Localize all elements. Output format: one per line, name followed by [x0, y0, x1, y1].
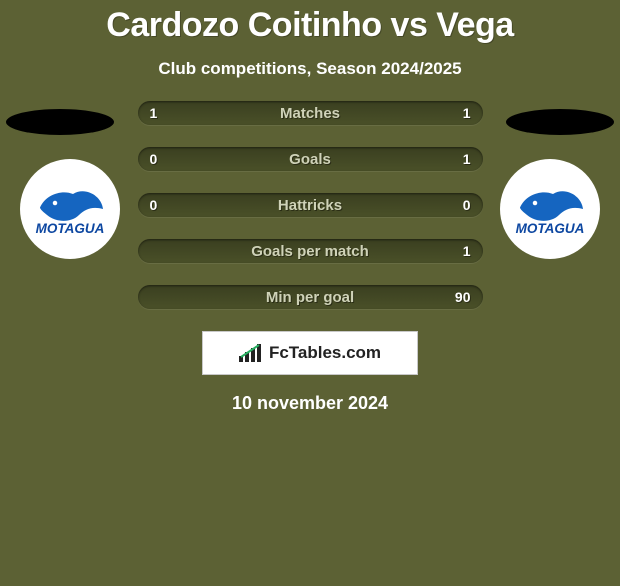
badge-text-right: MOTAGUA — [516, 221, 585, 236]
page-title: Cardozo Coitinho vs Vega — [0, 6, 620, 45]
badge-text-left: MOTAGUA — [36, 221, 105, 236]
stats-bars: 1 Matches 1 0 Goals 1 0 Hattricks 0 Goal… — [138, 101, 483, 309]
eagle-icon: MOTAGUA — [512, 179, 588, 239]
infographic-date: 10 november 2024 — [0, 393, 620, 414]
stat-right-value: 0 — [463, 197, 471, 213]
team-badge-right: MOTAGUA — [500, 159, 600, 259]
stat-left-value: 1 — [150, 105, 158, 121]
stat-label: Goals — [289, 151, 331, 168]
stat-left-value: 0 — [150, 151, 158, 167]
stat-label: Matches — [280, 105, 340, 122]
brand-box[interactable]: FcTables.com — [202, 331, 418, 375]
eagle-icon: MOTAGUA — [32, 179, 108, 239]
brand-text: FcTables.com — [269, 343, 381, 363]
stat-label: Hattricks — [278, 197, 342, 214]
stat-right-value: 90 — [455, 289, 471, 305]
stat-right-value: 1 — [463, 243, 471, 259]
stat-left-value: 0 — [150, 197, 158, 213]
stat-label: Min per goal — [266, 289, 354, 306]
subtitle: Club competitions, Season 2024/2025 — [0, 59, 620, 79]
stat-row: 1 Matches 1 — [138, 101, 483, 125]
shadow-ellipse-right — [506, 109, 614, 135]
stat-right-value: 1 — [463, 105, 471, 121]
comparison-stage: MOTAGUA MOTAGUA 1 Matches 1 0 Goals 1 0 … — [0, 101, 620, 414]
bar-chart-icon — [239, 344, 263, 362]
stat-row: Goals per match 1 — [138, 239, 483, 263]
stat-right-value: 1 — [463, 151, 471, 167]
stat-label: Goals per match — [251, 243, 369, 260]
stat-row: Min per goal 90 — [138, 285, 483, 309]
stat-row: 0 Goals 1 — [138, 147, 483, 171]
team-badge-left: MOTAGUA — [20, 159, 120, 259]
shadow-ellipse-left — [6, 109, 114, 135]
stat-row: 0 Hattricks 0 — [138, 193, 483, 217]
